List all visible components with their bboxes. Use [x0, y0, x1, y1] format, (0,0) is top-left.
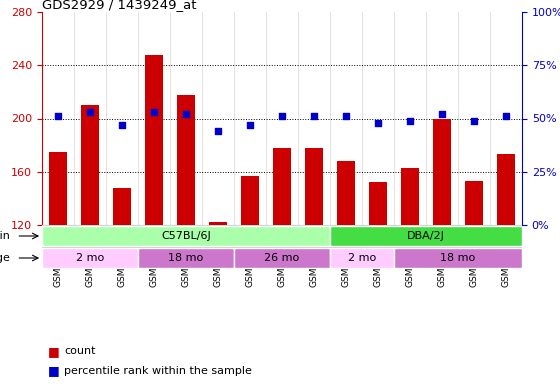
Text: ■: ■: [48, 345, 59, 358]
Text: strain: strain: [0, 231, 10, 241]
Text: 2 mo: 2 mo: [76, 253, 104, 263]
Point: [86, 109, 95, 115]
Text: ■: ■: [48, 364, 59, 377]
Point: [502, 113, 511, 119]
Point: [469, 118, 478, 124]
Bar: [209, 222, 227, 225]
Bar: [234, 248, 330, 268]
Text: 2 mo: 2 mo: [348, 253, 376, 263]
Bar: [241, 176, 259, 225]
Text: percentile rank within the sample: percentile rank within the sample: [64, 366, 252, 376]
Text: age: age: [0, 253, 10, 263]
Text: C57BL/6J: C57BL/6J: [161, 231, 211, 241]
Bar: [330, 248, 394, 268]
Point: [245, 122, 254, 128]
Bar: [369, 182, 387, 225]
Bar: [177, 94, 195, 225]
Text: 18 mo: 18 mo: [169, 253, 204, 263]
Bar: [145, 55, 163, 225]
Point: [118, 122, 127, 128]
Bar: [330, 226, 522, 246]
Bar: [394, 248, 522, 268]
Point: [437, 111, 446, 118]
Point: [181, 111, 190, 118]
Bar: [401, 168, 419, 225]
Bar: [138, 248, 234, 268]
Point: [213, 128, 222, 134]
Bar: [81, 105, 99, 225]
Point: [54, 113, 63, 119]
Point: [310, 113, 319, 119]
Bar: [305, 148, 323, 225]
Bar: [433, 119, 451, 225]
Point: [374, 120, 382, 126]
Bar: [273, 148, 291, 225]
Point: [278, 113, 287, 119]
Bar: [337, 161, 355, 225]
Bar: [465, 181, 483, 225]
Point: [405, 118, 414, 124]
Text: 26 mo: 26 mo: [264, 253, 300, 263]
Text: count: count: [64, 346, 96, 356]
Bar: [113, 188, 131, 225]
Point: [150, 109, 158, 115]
Bar: [42, 248, 138, 268]
Text: GDS2929 / 1439249_at: GDS2929 / 1439249_at: [42, 0, 197, 11]
Point: [342, 113, 351, 119]
Bar: [49, 152, 67, 225]
Bar: [497, 154, 515, 225]
Text: DBA/2J: DBA/2J: [407, 231, 445, 241]
Bar: [42, 226, 330, 246]
Text: 18 mo: 18 mo: [440, 253, 475, 263]
